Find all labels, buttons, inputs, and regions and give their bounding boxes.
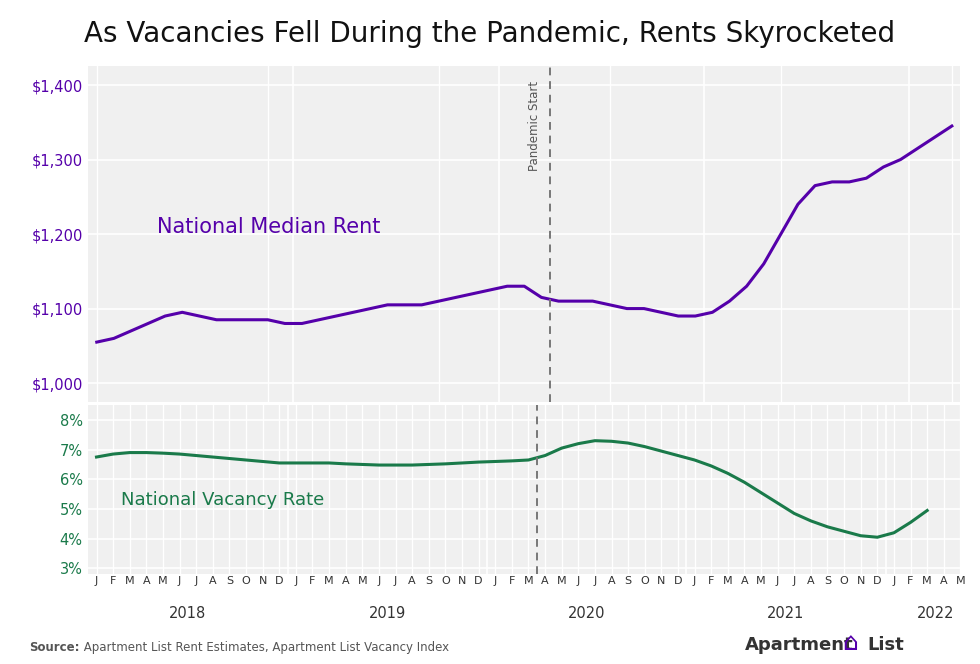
Text: Apartment: Apartment (745, 636, 854, 654)
Text: 2018: 2018 (170, 606, 207, 622)
Text: 2022: 2022 (916, 606, 955, 622)
Text: 2021: 2021 (767, 606, 805, 622)
Text: As Vacancies Fell During the Pandemic, Rents Skyrocketed: As Vacancies Fell During the Pandemic, R… (84, 20, 896, 48)
Text: National Vacancy Rate: National Vacancy Rate (122, 491, 324, 509)
Text: National Median Rent: National Median Rent (157, 216, 380, 236)
Text: 2020: 2020 (567, 606, 606, 622)
Text: Pandemic Start: Pandemic Start (528, 81, 541, 171)
Text: Apartment List Rent Estimates, Apartment List Vacancy Index: Apartment List Rent Estimates, Apartment… (80, 641, 450, 654)
Text: List: List (867, 636, 904, 654)
Text: 2019: 2019 (368, 606, 406, 622)
Text: ⌂: ⌂ (843, 631, 858, 655)
Text: Source:: Source: (29, 641, 80, 654)
